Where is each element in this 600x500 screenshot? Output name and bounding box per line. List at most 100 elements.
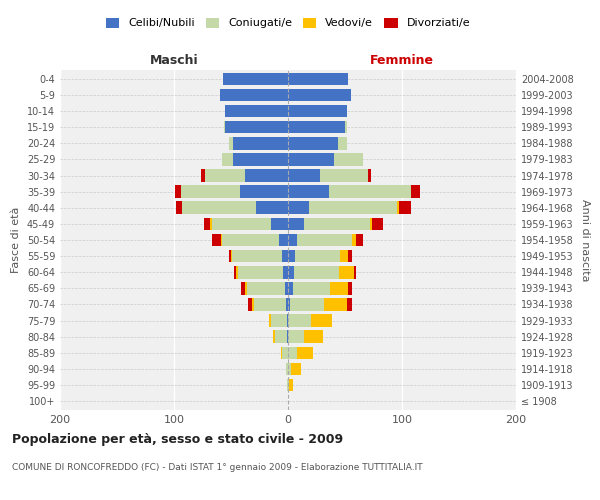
Bar	[288, 346, 297, 359]
Bar	[223, 72, 288, 85]
Bar	[226, 121, 288, 134]
Bar	[251, 298, 254, 310]
Bar	[329, 186, 411, 198]
Text: Maschi: Maschi	[149, 54, 199, 68]
Bar	[288, 170, 320, 182]
Bar	[202, 170, 205, 182]
Bar	[175, 186, 181, 198]
Bar	[325, 298, 347, 310]
Bar	[240, 186, 288, 198]
Text: Femmine: Femmine	[370, 54, 434, 68]
Bar	[288, 250, 295, 262]
Bar	[229, 250, 231, 262]
Bar	[256, 202, 288, 214]
Bar	[284, 282, 288, 294]
Bar	[182, 202, 256, 214]
Bar	[308, 202, 397, 214]
Bar	[271, 314, 287, 327]
Bar	[288, 72, 349, 85]
Bar	[245, 170, 288, 182]
Bar	[279, 234, 288, 246]
Bar	[222, 153, 233, 166]
Bar	[224, 121, 226, 134]
Bar	[411, 186, 420, 198]
Bar	[247, 282, 284, 294]
Bar	[373, 218, 383, 230]
Bar	[283, 266, 288, 278]
Bar	[330, 282, 349, 294]
Bar	[290, 298, 325, 310]
Bar	[294, 266, 340, 278]
Bar	[334, 153, 363, 166]
Bar	[288, 202, 308, 214]
Bar	[397, 202, 398, 214]
Bar	[281, 346, 283, 359]
Bar	[286, 298, 288, 310]
Bar	[288, 298, 290, 310]
Bar	[338, 137, 347, 149]
Bar	[254, 298, 286, 310]
Bar	[205, 170, 245, 182]
Y-axis label: Anni di nascita: Anni di nascita	[580, 198, 590, 281]
Bar	[288, 266, 294, 278]
Bar	[286, 362, 288, 375]
Text: Popolazione per età, sesso e stato civile - 2009: Popolazione per età, sesso e stato civil…	[12, 432, 343, 446]
Bar	[288, 362, 292, 375]
Bar	[287, 378, 288, 392]
Bar	[176, 202, 182, 214]
Bar	[340, 250, 349, 262]
Bar	[349, 282, 352, 294]
Bar	[288, 234, 297, 246]
Bar	[288, 153, 334, 166]
Bar	[347, 298, 352, 310]
Bar	[349, 250, 352, 262]
Bar	[283, 346, 288, 359]
Bar	[181, 186, 240, 198]
Bar	[232, 250, 283, 262]
Bar	[245, 282, 247, 294]
Bar	[203, 218, 211, 230]
Bar	[345, 121, 347, 134]
Bar	[229, 137, 233, 149]
Bar	[288, 378, 289, 392]
Bar	[211, 218, 212, 230]
Bar	[241, 282, 245, 294]
Bar	[222, 234, 279, 246]
Bar	[248, 298, 251, 310]
Bar	[288, 314, 311, 327]
Bar	[293, 282, 330, 294]
Bar	[297, 346, 313, 359]
Bar	[340, 266, 354, 278]
Text: COMUNE DI RONCOFREDDO (FC) - Dati ISTAT 1° gennaio 2009 - Elaborazione TUTTITALI: COMUNE DI RONCOFREDDO (FC) - Dati ISTAT …	[12, 462, 422, 471]
Bar	[288, 105, 347, 118]
Bar	[212, 234, 221, 246]
Bar	[288, 218, 304, 230]
Bar	[295, 250, 340, 262]
Bar	[238, 266, 283, 278]
Bar	[398, 202, 411, 214]
Bar	[226, 105, 288, 118]
Bar	[304, 330, 323, 343]
Bar	[231, 250, 232, 262]
Legend: Celibi/Nubili, Coniugati/e, Vedovi/e, Divorziati/e: Celibi/Nubili, Coniugati/e, Vedovi/e, Di…	[103, 14, 473, 32]
Bar	[287, 314, 288, 327]
Bar	[354, 266, 356, 278]
Bar	[287, 330, 288, 343]
Bar	[233, 153, 288, 166]
Bar	[288, 137, 338, 149]
Bar	[220, 88, 288, 102]
Bar	[311, 314, 332, 327]
Bar	[288, 121, 345, 134]
Bar	[273, 330, 275, 343]
Bar	[212, 218, 271, 230]
Bar	[292, 362, 301, 375]
Bar	[271, 218, 288, 230]
Bar	[304, 218, 370, 230]
Bar	[370, 218, 373, 230]
Bar	[288, 330, 304, 343]
Bar	[236, 266, 238, 278]
Bar	[288, 88, 350, 102]
Bar	[269, 314, 271, 327]
Bar	[233, 137, 288, 149]
Bar	[288, 186, 329, 198]
